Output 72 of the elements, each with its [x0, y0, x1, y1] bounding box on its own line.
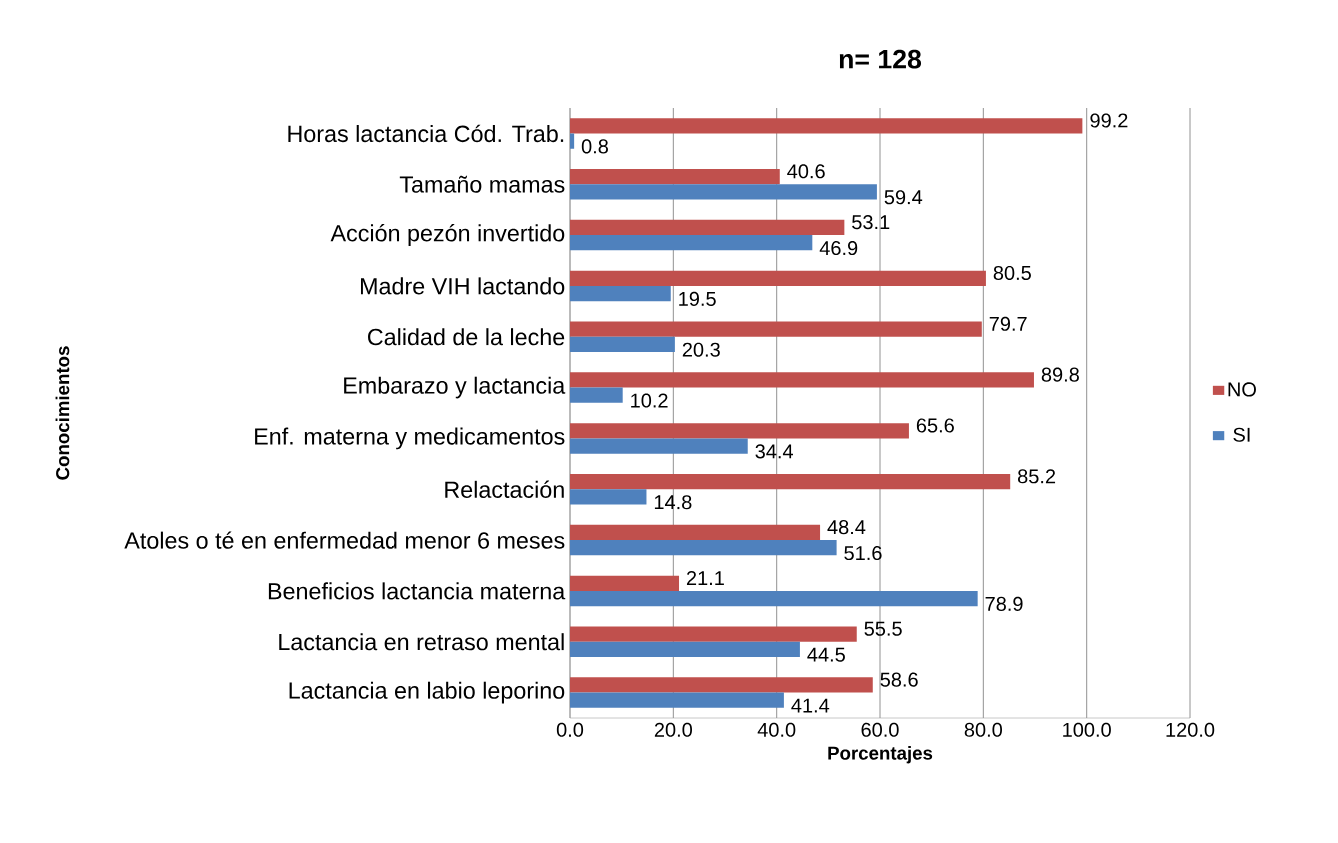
x-tick-label: 60.0: [861, 722, 899, 737]
bar: [570, 118, 1083, 134]
y-tick-label: Madre VIH lactando: [361, 277, 565, 295]
y-tick-label: Embarazo y lactancia: [344, 376, 566, 399]
x-tick-label: 20.0: [654, 722, 692, 737]
chart-title: n= 128: [839, 49, 922, 69]
data-label: 78.9: [985, 596, 1023, 611]
x-tick-label: 100.0: [1063, 722, 1111, 737]
x-axis-title: Porcentajes: [828, 746, 933, 764]
bar: [570, 474, 1011, 490]
bar: [570, 184, 877, 200]
y-tick-label: Lactancia en retraso mental: [279, 633, 564, 651]
x-tick-label: 80.0: [964, 722, 1003, 737]
data-label: 89.8: [1041, 367, 1079, 382]
bar: [570, 438, 748, 454]
data-label: 10.2: [631, 393, 668, 408]
y-tick-label: Enf. materna y medicamentos: [255, 427, 565, 450]
bar: [570, 590, 978, 607]
bar: [570, 626, 857, 642]
data-label: 58.6: [880, 672, 918, 687]
bar: [570, 219, 845, 236]
bar: [570, 677, 873, 693]
data-label: 85.2: [1018, 469, 1056, 484]
data-label: 0.8: [581, 139, 608, 154]
bar: [570, 169, 780, 185]
y-tick-label: Lactancia en labio leporino: [289, 681, 565, 704]
bar: [570, 285, 671, 302]
bar: [570, 423, 909, 439]
data-label: 80.5: [993, 265, 1031, 281]
data-label: 48.4: [827, 520, 866, 535]
y-tick-label: Horas lactancia Cód. Trab.: [288, 124, 564, 143]
data-label: 34.4: [755, 444, 794, 459]
legend-label: SI: [1233, 427, 1250, 442]
x-tick-label: 120.0: [1166, 722, 1215, 737]
bar: [570, 641, 800, 657]
bar: [570, 524, 821, 541]
bar: [570, 692, 784, 708]
y-tick-label: Calidad de la leche: [368, 328, 565, 346]
y-tick-label: Beneficios lactancia materna: [268, 582, 566, 600]
data-label: 53.1: [852, 215, 890, 230]
legend-label: NO: [1228, 382, 1256, 397]
bar: [570, 540, 837, 556]
bar: [570, 575, 680, 591]
data-label: 21.1: [686, 570, 724, 585]
y-tick-label: Tamaño mamas: [399, 175, 565, 193]
data-label: 51.6: [844, 545, 882, 561]
bar: [570, 321, 982, 337]
y-tick-label: Relactación: [445, 480, 564, 498]
x-tick-label: 0.0: [556, 722, 584, 737]
y-axis-title: Conocimientos: [55, 346, 70, 480]
y-tick-label: Atoles o té en enfermedad menor 6 meses: [124, 531, 565, 549]
bar: [570, 336, 675, 353]
bar: [570, 270, 986, 286]
x-tick-label: 40.0: [757, 722, 796, 737]
data-label: 19.5: [679, 291, 716, 306]
data-label: 99.2: [1090, 113, 1128, 128]
data-label: 20.3: [682, 342, 720, 357]
bar: [570, 133, 575, 149]
data-label: 59.4: [884, 190, 923, 205]
data-label: 55.5: [864, 621, 902, 636]
data-label: 41.4: [791, 698, 830, 713]
data-label: 65.6: [916, 418, 954, 433]
y-tick-label: Acción pezón invertido: [330, 224, 565, 247]
data-label: 40.6: [787, 164, 825, 179]
data-label: 46.9: [819, 240, 858, 256]
data-label: 14.8: [654, 495, 692, 510]
data-label: 79.7: [989, 316, 1027, 331]
bar: [570, 235, 813, 251]
data-label: 44.5: [807, 647, 845, 662]
bar: [570, 387, 623, 403]
bar: [570, 489, 647, 505]
bar: [570, 372, 1034, 388]
